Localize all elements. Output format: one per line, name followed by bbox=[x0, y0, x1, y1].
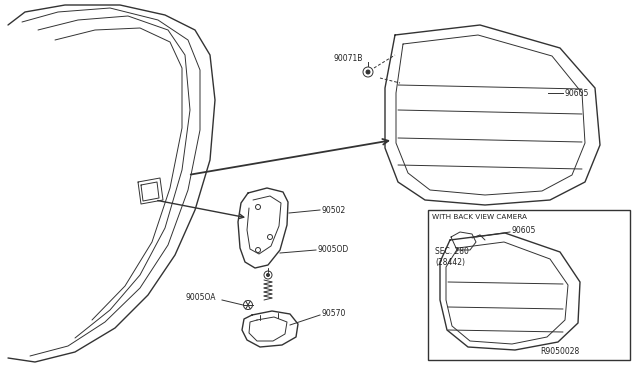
Text: (28442): (28442) bbox=[435, 257, 465, 266]
Text: 90570: 90570 bbox=[322, 308, 346, 317]
Text: 90605: 90605 bbox=[512, 225, 536, 234]
Text: SEC. 280: SEC. 280 bbox=[435, 247, 469, 257]
Circle shape bbox=[266, 273, 269, 276]
Text: WITH BACK VIEW CAMERA: WITH BACK VIEW CAMERA bbox=[432, 214, 527, 220]
Circle shape bbox=[366, 70, 370, 74]
Text: 90071B: 90071B bbox=[334, 54, 364, 62]
Text: 9005OA: 9005OA bbox=[185, 294, 216, 302]
Text: 9005OD: 9005OD bbox=[318, 246, 349, 254]
Text: 90605: 90605 bbox=[565, 89, 589, 97]
Text: R9050028: R9050028 bbox=[541, 347, 580, 356]
Bar bbox=[428, 210, 630, 360]
Text: 90502: 90502 bbox=[322, 205, 346, 215]
